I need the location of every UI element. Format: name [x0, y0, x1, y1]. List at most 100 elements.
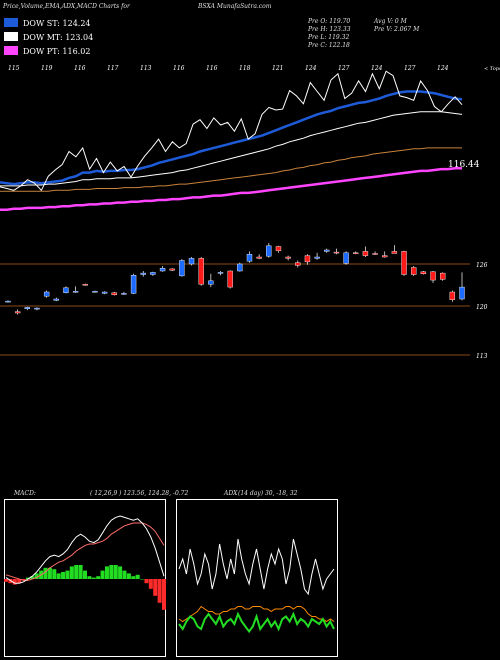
macd-histogram-bar	[43, 567, 48, 579]
macd-histogram-bar	[126, 573, 131, 579]
candle-body	[266, 245, 272, 257]
candle-body	[53, 298, 59, 301]
legend-label: DOW ST: 124.24	[23, 19, 91, 28]
di-plus-line	[178, 538, 335, 596]
ema-mt-line	[0, 111, 463, 187]
candle-body	[43, 291, 50, 297]
candle-body	[372, 253, 378, 255]
candle-body	[169, 268, 175, 271]
macd-histogram-bar	[30, 576, 35, 579]
y-tick-label: 126	[476, 262, 488, 269]
candle-body	[14, 311, 21, 314]
top-tick-label: 116	[74, 65, 86, 72]
macd-histogram-bar	[140, 579, 145, 580]
macd-histogram-bar	[148, 579, 153, 589]
top-tick-label: 116	[206, 65, 218, 72]
macd-histogram-bar	[65, 570, 70, 579]
macd-histogram-bar	[122, 570, 127, 579]
candle-body	[295, 262, 301, 266]
ema-pt-line	[0, 166, 462, 211]
top-tick-label: 113	[140, 65, 152, 72]
macd-chart	[4, 499, 166, 657]
price-close-line	[0, 70, 463, 192]
macd-histogram-bar	[118, 566, 123, 579]
top-tick-label: 121	[272, 65, 283, 72]
macd-histogram-bar	[12, 579, 17, 585]
candle-body	[5, 300, 11, 303]
macd-histogram-bar	[96, 576, 101, 579]
macd-histogram-bar	[131, 576, 136, 579]
macd-histogram-bar	[47, 567, 52, 579]
candle-body	[63, 287, 69, 293]
macd-histogram-bar	[83, 570, 87, 579]
candle-body	[391, 251, 398, 254]
macd-histogram-bar	[69, 566, 74, 579]
top-tick-label: 127	[404, 65, 416, 72]
macd-histogram-bar	[56, 573, 61, 579]
candle-body	[130, 275, 137, 294]
macd-histogram-bar	[109, 565, 114, 579]
candle-body	[362, 251, 369, 256]
macd-histogram-bar	[153, 579, 158, 596]
macd-histogram-bar	[162, 579, 166, 610]
avg-volume: Avg V: 0 M	[374, 18, 407, 25]
macd-histogram-bar	[135, 574, 140, 579]
macd-histogram-bar	[74, 565, 79, 579]
top-tick-label: 124	[437, 65, 449, 72]
pre-open: Pre O: 119.70	[308, 18, 351, 25]
candle-body	[179, 260, 185, 277]
legend-label: DOW PT: 116.02	[23, 47, 91, 56]
macd-histogram-bar	[8, 579, 13, 584]
top-tick-label: 124	[305, 65, 317, 72]
candle-body	[382, 255, 388, 258]
candle-body	[411, 267, 417, 275]
candle-body	[459, 286, 465, 300]
candle-body	[140, 272, 146, 275]
adx-chart	[176, 499, 338, 657]
candle-body	[72, 291, 79, 293]
macd-values: ( 12,26,9 ) 123.56, 124.28, -0.72	[90, 490, 189, 497]
pre-close: Pre C: 122.18	[308, 42, 350, 49]
adx-values: (14 day) 30, -18, 32	[238, 490, 298, 497]
candle-body	[449, 291, 456, 300]
macd-histogram-bar	[78, 565, 83, 579]
y-tick-label: 113	[476, 353, 488, 360]
macd-histogram-bar	[52, 569, 57, 579]
candle-body	[401, 251, 407, 275]
candle-body	[188, 258, 195, 265]
candle-body	[256, 256, 262, 259]
candle-body	[208, 280, 214, 285]
macd-histogram-bar	[61, 572, 66, 579]
candle-body	[304, 255, 311, 263]
macd-signal-line	[5, 522, 165, 581]
candle-body	[324, 249, 330, 252]
legend-dow-st: DOW ST: 124.24	[4, 18, 91, 28]
pre-high: Pre H: 123.33	[308, 26, 351, 33]
ema-lt-line	[0, 147, 462, 192]
macd-histogram-bar	[144, 579, 149, 584]
top-tick-label: 124	[371, 65, 383, 72]
candle-body	[343, 252, 349, 264]
last-value-label: 116.44	[448, 160, 480, 170]
candle-body	[246, 254, 253, 262]
candle-body	[101, 291, 108, 294]
candle-body	[237, 263, 243, 272]
macd-histogram-bar	[21, 579, 26, 581]
pre-volume: Pre V: 2.067 M	[374, 26, 420, 33]
candle-body	[121, 293, 127, 295]
candle-body	[24, 307, 31, 310]
adx-frame	[176, 499, 338, 657]
macd-histogram-bar	[100, 570, 105, 579]
candle-body	[439, 272, 446, 280]
macd-histogram-bar	[17, 579, 22, 584]
candle-body	[82, 284, 88, 286]
macd-title: MACD:	[14, 490, 36, 497]
top-tick-label: 115	[8, 65, 20, 72]
macd-histogram-bar	[4, 579, 8, 582]
candle-body	[92, 291, 98, 293]
candle-body	[227, 270, 233, 288]
price-chart: < Lows126120113	[0, 243, 488, 360]
macd-histogram-bar	[87, 576, 92, 579]
legend-dow-mt: DOW MT: 123.04	[4, 32, 93, 42]
chart-header-title: Price,Volume,EMA,ADX,MACD Charts for	[3, 3, 130, 10]
